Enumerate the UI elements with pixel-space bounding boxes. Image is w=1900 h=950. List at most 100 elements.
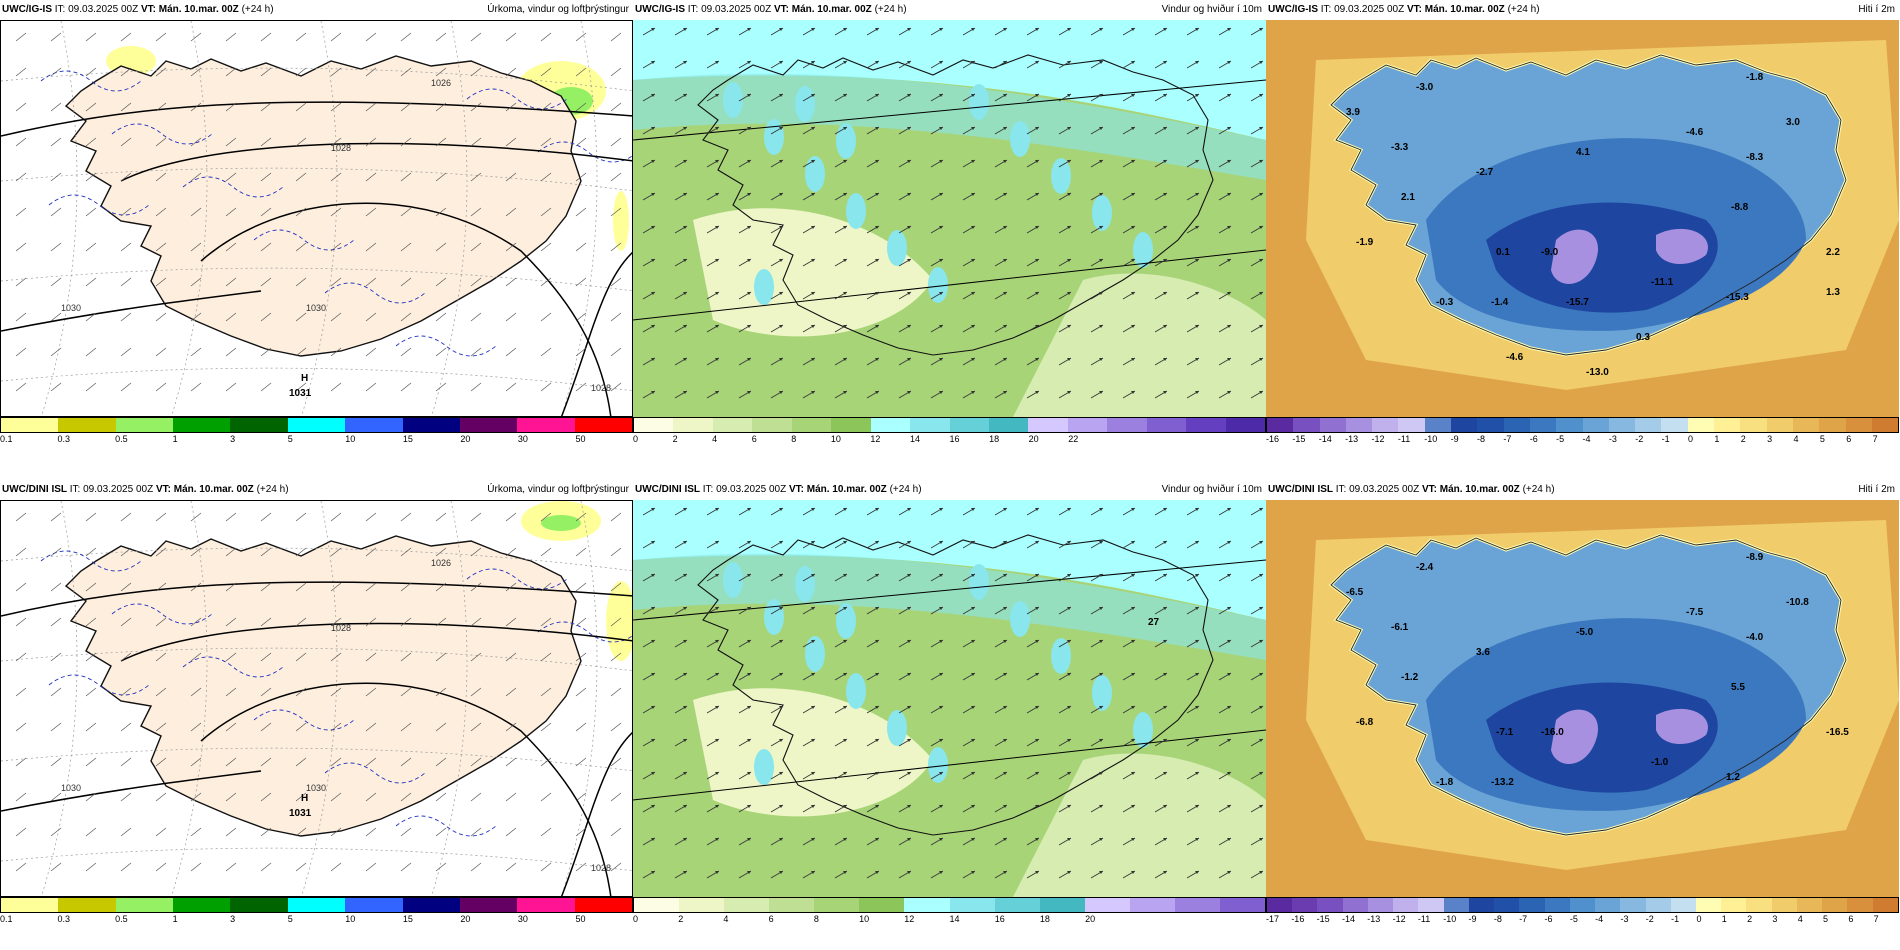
map-area[interactable]: 27 [633, 500, 1266, 897]
wind-arrow-head [875, 160, 879, 163]
colorbar-label: 0.1 [0, 914, 13, 924]
wind-arrow-head [1035, 541, 1039, 544]
colorbar-label: 1 [172, 914, 178, 924]
wind-arrow-head [1067, 325, 1071, 328]
colorbar-swatch [1494, 898, 1520, 912]
colorbar-label: 8 [791, 434, 797, 444]
map-svg: -3.0 3.9 -3.3 -2.7 4.1 -4.6 -8.3 3.0 -1.8 2.1 -8.8… [1266, 20, 1899, 417]
wind-barb [610, 207, 622, 217]
wind-arrow-head [875, 772, 879, 775]
wind-arrow-head [779, 127, 783, 130]
wind-barb [50, 382, 62, 392]
model-name: UWC/DINI ISL [635, 484, 700, 495]
wind-arrow-head [1227, 292, 1231, 295]
wind-barb [575, 207, 587, 217]
wind-barb [330, 722, 342, 732]
temperature-label: -1.0 [1651, 757, 1669, 768]
colorbar-swatch [814, 898, 860, 912]
map-area[interactable]: 1026 1028 1030 1030 1028 H 1031 [0, 500, 633, 897]
map-area[interactable] [633, 20, 1266, 417]
wind-arrow-head [1067, 358, 1071, 361]
wind-arrow-head [1131, 541, 1135, 544]
wind-arrow-head [1227, 358, 1231, 361]
wind-barb [365, 137, 377, 147]
wind-barb [155, 512, 167, 522]
run-info: UWC/IG-IS IT: 09.03.2025 00Z VT: Mán. 10… [1268, 0, 1540, 20]
wind-arrow-head [747, 259, 751, 262]
wind-arrow-head [683, 739, 687, 742]
temperature-contour [111, 603, 213, 625]
wind-arrow-head [1195, 772, 1199, 775]
wind-barb [85, 382, 97, 392]
isobar-line [200, 202, 612, 416]
wind-barb [330, 512, 342, 522]
wind-arrow-head [747, 871, 751, 874]
colorbar-swatch [724, 898, 770, 912]
temperature-label: -4.0 [1746, 632, 1764, 643]
colorbar-swatch [752, 418, 792, 432]
graticule-line [561, 21, 598, 416]
wind-arrow-head [1195, 61, 1199, 64]
wind-arrow-head [1195, 508, 1199, 511]
colorbar-swatch [634, 418, 674, 432]
colorbar-label: 22 [1068, 434, 1079, 444]
wind-arrow-head [715, 838, 719, 841]
wind-arrow-head [747, 772, 751, 775]
wind-arrow-head [1131, 574, 1135, 577]
wind-barb [260, 687, 272, 697]
temperature-contour [111, 123, 213, 145]
gust-area [1051, 638, 1071, 674]
wind-barb [15, 242, 27, 252]
wind-arrow-head [1067, 574, 1071, 577]
wind-barb [610, 137, 622, 147]
wind-arrow-head [1195, 193, 1199, 196]
wind-arrow-head [971, 673, 975, 676]
temperature-label: -7.5 [1686, 607, 1704, 618]
wind-arrow-head [939, 607, 943, 610]
wind-arrow-head [1003, 607, 1007, 610]
wind-arrow-head [1163, 61, 1167, 64]
wind-barb [575, 757, 587, 767]
wind-arrow-head [1163, 28, 1167, 31]
wind-arrow-head [683, 508, 687, 511]
colorbar-swatch [1661, 418, 1688, 432]
temperature-label: -16.0 [1541, 727, 1564, 738]
wind-arrow-head [843, 127, 847, 130]
coldest-area [1656, 708, 1708, 745]
wind-arrow-head [779, 640, 783, 643]
graticule-line [633, 559, 1266, 621]
map-area[interactable]: 1026 1028 1030 1030 1028 H 1031 [0, 20, 633, 417]
map-area[interactable]: -2.4 -6.5 -6.1 3.6 -5.0 -7.5 -4.0 -10.8 -8.9 -1.2… [1266, 500, 1899, 897]
wind-arrow-head [1099, 805, 1103, 808]
wind-barb [575, 792, 587, 802]
wind-barb [155, 827, 167, 837]
wind-arrow-head [971, 739, 975, 742]
wind-barb [50, 687, 62, 697]
wind-barb [540, 207, 552, 217]
map-area[interactable]: -3.0 3.9 -3.3 -2.7 4.1 -4.6 -8.3 3.0 -1.8 2.1 -8.8… [1266, 20, 1899, 417]
colorbar-label: 0.5 [115, 434, 128, 444]
wind-arrow-head [1227, 94, 1231, 97]
colorbar-swatch [1084, 898, 1130, 912]
wind-barb [50, 67, 62, 77]
wind-barb [505, 582, 517, 592]
colorbar-label: 15 [402, 434, 413, 444]
colorbar-swatch [58, 418, 116, 432]
wind-arrow-head [1259, 259, 1263, 262]
wind-barb [365, 512, 377, 522]
wind-arrow-head [907, 838, 911, 841]
colorbar-swatch [1107, 418, 1147, 432]
wind-barb [505, 207, 517, 217]
wind-barb [540, 312, 552, 322]
colorbar-label: 3 [1772, 914, 1778, 924]
wind-arrow-head [1131, 127, 1135, 130]
wind-barb [190, 792, 202, 802]
wind-arrow-head [907, 607, 911, 610]
wind-arrow-head [1035, 706, 1039, 709]
gust-area [969, 564, 989, 600]
wind-arrow-head [1035, 739, 1039, 742]
wind-barb [85, 207, 97, 217]
wind-arrow-head [683, 127, 687, 130]
wind-arrow-head [1227, 61, 1231, 64]
temperature-label: -8.8 [1731, 202, 1749, 213]
